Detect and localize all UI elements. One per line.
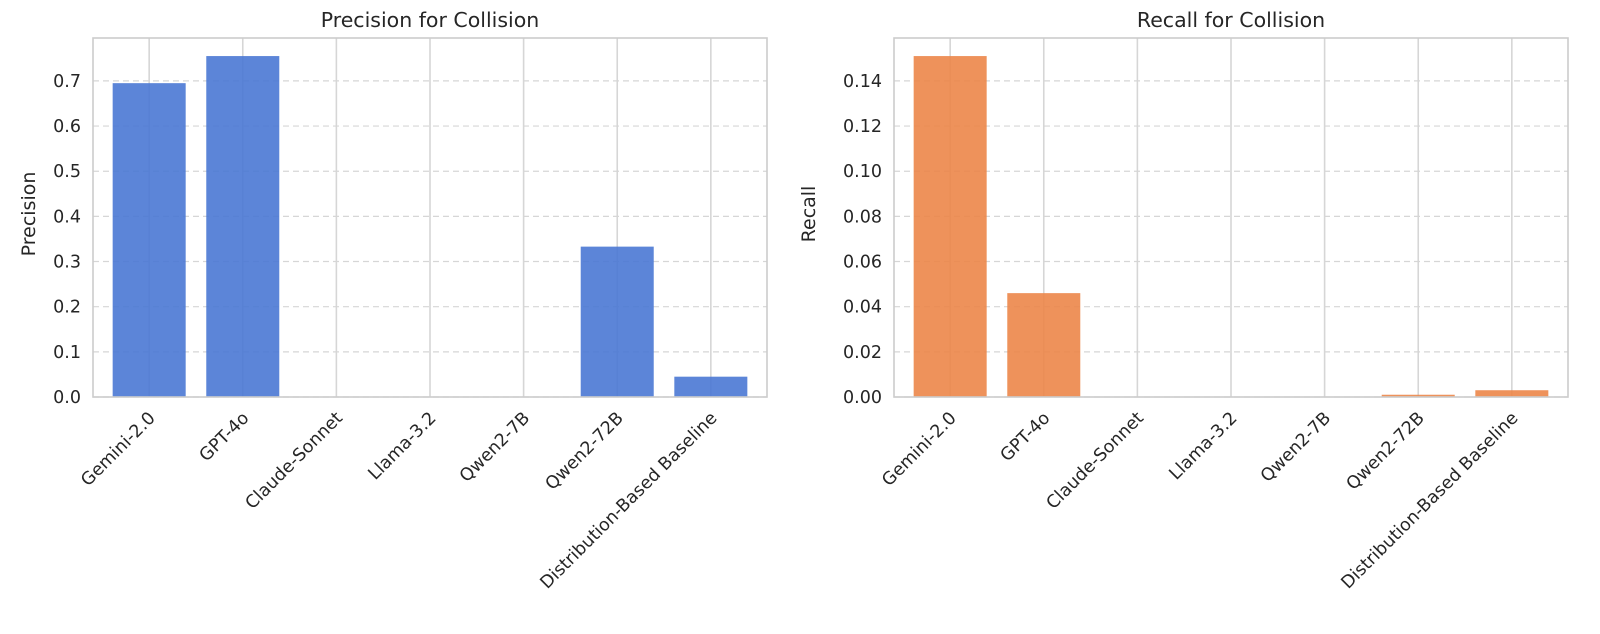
x-tick-label: GPT-4o — [196, 408, 254, 466]
bar — [580, 246, 654, 397]
bar — [1381, 394, 1455, 397]
y-tick-label: 0.14 — [843, 72, 882, 92]
precision-chart: Precision for Collision Precision 0.0 0.1… — [18, 8, 768, 593]
bar — [1475, 390, 1549, 397]
x-tick-label: Claude-Sonnet — [242, 408, 347, 513]
x-tick-label: Gemini-2.0 — [878, 408, 960, 490]
y-axis-label: Precision — [18, 172, 40, 257]
x-tick-label: Distribution-Based Baseline — [537, 408, 722, 593]
x-tick-label: GPT-4o — [997, 408, 1055, 466]
bar — [1007, 293, 1081, 397]
x-tick-label: Distribution-Based Baseline — [1338, 408, 1523, 593]
y-tick-label: 0.0 — [53, 388, 81, 408]
y-tick-label: 0.06 — [843, 253, 882, 273]
x-tick-label: Qwen2-7B — [456, 408, 534, 486]
x-tick-label: Qwen2-7B — [1257, 408, 1335, 486]
y-tick-label: 0.08 — [843, 207, 882, 227]
x-tick-label: Qwen2-72B — [542, 408, 628, 494]
x-tick-label: Gemini-2.0 — [77, 408, 159, 490]
y-tick-label: 0.3 — [53, 253, 81, 273]
plot-frame — [893, 37, 1569, 398]
chart-title: Precision for Collision — [321, 8, 540, 32]
x-tick-label: Qwen2-72B — [1343, 408, 1429, 494]
y-tick-label: 0.00 — [843, 388, 882, 408]
y-tick-label: 0.4 — [53, 207, 81, 227]
x-tick-label: Claude-Sonnet — [1043, 408, 1148, 513]
bar — [913, 56, 987, 397]
plot-frame — [92, 37, 768, 398]
y-tick-label: 0.7 — [53, 72, 81, 92]
x-tick-label: Llama-3.2 — [1166, 408, 1242, 484]
bar — [112, 83, 186, 398]
x-tick-label: Llama-3.2 — [365, 408, 441, 484]
recall-chart: Recall for Collision Recall 0.00 0.02 0.04… — [798, 8, 1569, 593]
y-tick-label: 0.10 — [843, 162, 882, 182]
y-tick-label: 0.02 — [843, 343, 882, 363]
y-tick-label: 0.1 — [53, 343, 81, 363]
y-tick-label: 0.12 — [843, 117, 882, 137]
bar — [206, 56, 280, 397]
y-tick-label: 0.6 — [53, 117, 81, 137]
bar — [674, 376, 748, 397]
y-tick-label: 0.5 — [53, 162, 81, 182]
y-axis-label: Recall — [798, 186, 820, 243]
y-tick-label: 0.04 — [843, 298, 882, 318]
y-tick-label: 0.2 — [53, 298, 81, 318]
chart-title: Recall for Collision — [1137, 8, 1325, 32]
